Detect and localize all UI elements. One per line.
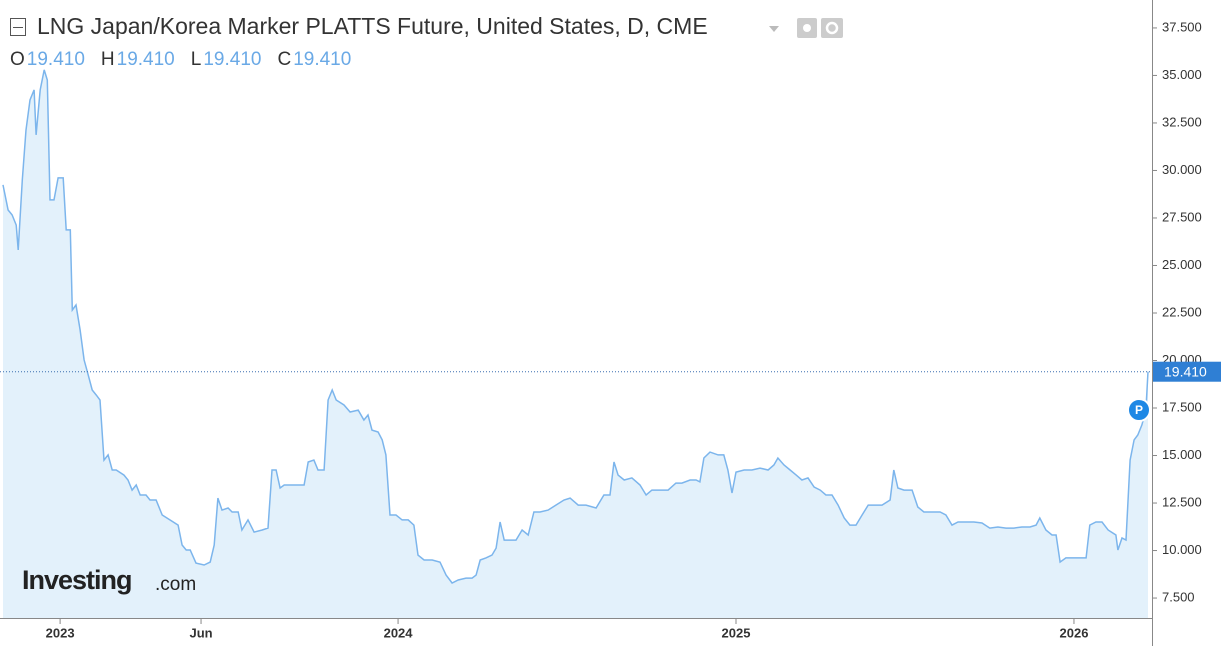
ohlc-value: 19.410 (117, 49, 175, 70)
y-tick-label: 12.500 (1162, 494, 1202, 509)
x-tick-label: 2025 (722, 625, 751, 640)
watermark-suffix: .com (155, 574, 196, 595)
settings-icon-gear (825, 21, 839, 35)
x-tick-label: 2023 (46, 625, 75, 640)
dropdown-arrow[interactable] (769, 26, 779, 32)
price-marker (1127, 398, 1151, 422)
settings-icon[interactable] (821, 18, 843, 38)
y-tick-label: 22.500 (1162, 304, 1202, 319)
visibility-icon-eye (803, 24, 811, 32)
ohlc-legend: O 19.410 H 19.410 L 19.410 C 19.410 (10, 49, 351, 70)
x-tick-label: 2024 (384, 625, 414, 640)
y-tick-label: 17.500 (1162, 399, 1202, 414)
y-tick-label: 10.000 (1162, 542, 1202, 557)
y-tick-label: 7.500 (1162, 589, 1195, 604)
watermark: Investing .com (22, 565, 196, 595)
y-tick-label: 35.000 (1162, 67, 1202, 82)
header: LNG Japan/Korea Marker PLATTS Future, Un… (10, 13, 843, 39)
y-tick-label: 30.000 (1162, 162, 1202, 177)
ohlc-label: L (191, 49, 202, 70)
plot-area (2, 69, 1149, 618)
area (3, 69, 1148, 618)
x-tick-label: 2026 (1060, 625, 1089, 640)
x-tick-label: Jun (189, 625, 212, 640)
ohlc-label: O (10, 49, 25, 70)
y-tick-label: 37.500 (1162, 19, 1202, 34)
watermark-brand: Investing (22, 565, 132, 595)
price-marker-label: P (1135, 403, 1143, 417)
y-tick-label: 15.000 (1162, 447, 1202, 462)
ohlc-value: 19.410 (27, 49, 85, 70)
y-tick-label: 25.000 (1162, 257, 1202, 272)
y-tick-label: 27.500 (1162, 209, 1202, 224)
ohlc-value: 19.410 (293, 49, 351, 70)
last-price-label: 19.410 (1164, 363, 1207, 379)
ohlc-value: 19.410 (203, 49, 261, 70)
line (2, 69, 1149, 584)
chart-title: LNG Japan/Korea Marker PLATTS Future, Un… (37, 13, 708, 39)
last-price-tag (1153, 361, 1221, 382)
y-tick-label: 32.500 (1162, 114, 1202, 129)
ohlc-label: C (277, 49, 291, 70)
ohlc-label: H (101, 49, 115, 70)
